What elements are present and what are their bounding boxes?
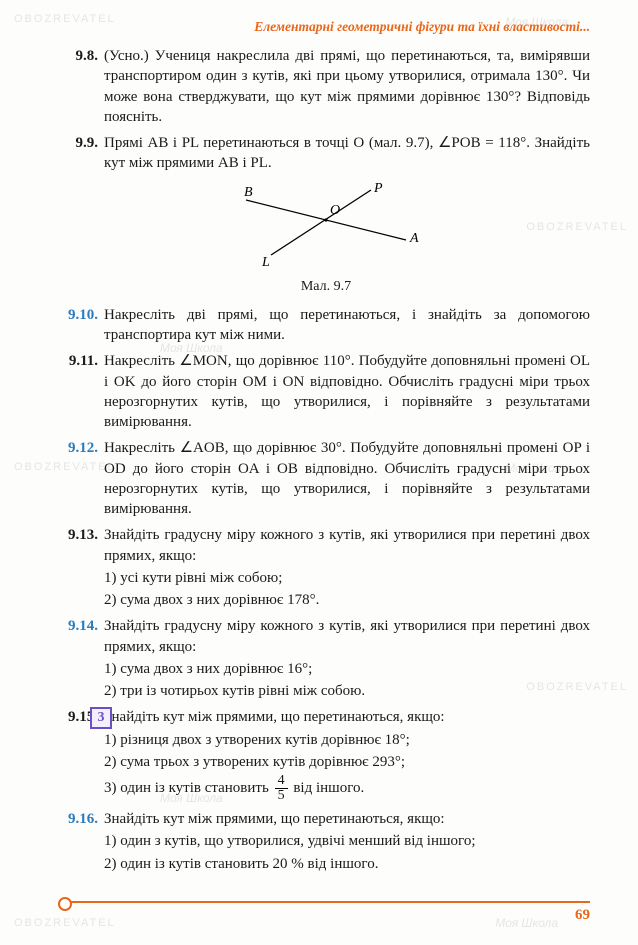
problem-9-9: 9.9. Прямі AB і PL перетинаються в точці… bbox=[62, 133, 590, 174]
problem-text: Накресліть дві прямі, що перетинаються, … bbox=[104, 305, 590, 346]
problem-9-10: 9.10. Накресліть дві прямі, що перетинаю… bbox=[62, 305, 590, 346]
problem-sub-2: 2) три із чотирьох кутів рівні між собою… bbox=[104, 681, 590, 701]
problem-sub-3: 3) один із кутів становить 45 від іншого… bbox=[104, 774, 590, 803]
problem-text: Накресліть ∠MON, що дорівнює 110°. Побуд… bbox=[104, 351, 590, 432]
problem-9-13: 9.13. Знайдіть градусну міру кожного з к… bbox=[62, 525, 590, 610]
problem-9-12: 9.12. Накресліть ∠AOB, що дорівнює 30°. … bbox=[62, 438, 590, 519]
watermark-brand: Моя Школа bbox=[495, 915, 558, 931]
problem-text: Знайдіть кут між прямими, що перетинають… bbox=[104, 707, 590, 727]
problem-9-15: 3 9.15. Знайдіть кут між прямими, що пер… bbox=[62, 707, 590, 803]
problem-text: Накресліть ∠AOB, що дорівнює 30°. Побуду… bbox=[104, 438, 590, 519]
page-number: 69 bbox=[575, 905, 590, 925]
figure-9-7: B P O A L Мал. 9.7 bbox=[62, 180, 590, 297]
problem-9-14: 9.14. Знайдіть градусну міру кожного з к… bbox=[62, 616, 590, 701]
figure-caption: Мал. 9.7 bbox=[62, 278, 590, 297]
problem-sub-1: 1) один з кутів, що утворилися, удвічі м… bbox=[104, 831, 590, 851]
problem-number: 9.11. bbox=[62, 351, 104, 432]
problem-number: 9.9. bbox=[62, 133, 104, 174]
problem-sub-1: 1) сума двох з них дорівнює 16°; bbox=[104, 659, 590, 679]
problem-sub-2: 2) один із кутів становить 20 % від іншо… bbox=[104, 854, 590, 874]
level-3-icon: 3 bbox=[90, 707, 112, 729]
problem-text: (Усно.) Учениця накреслила дві прямі, що… bbox=[104, 46, 590, 127]
problem-number: 9.8. bbox=[62, 46, 104, 127]
problem-number: 9.14. bbox=[62, 616, 104, 701]
fraction-4-5: 45 bbox=[275, 774, 288, 803]
problem-text: Знайдіть градусну міру кожного з кутів, … bbox=[104, 616, 590, 657]
label-O: O bbox=[330, 203, 340, 218]
problem-9-11: 9.11. Накресліть ∠MON, що дорівнює 110°.… bbox=[62, 351, 590, 432]
problem-sub-2: 2) сума двох з них дорівнює 178°. bbox=[104, 590, 590, 610]
footer-rule bbox=[62, 901, 590, 903]
label-P: P bbox=[373, 181, 383, 196]
problem-number: 9.10. bbox=[62, 305, 104, 346]
diagram-svg: B P O A L bbox=[226, 180, 426, 270]
label-L: L bbox=[261, 255, 270, 270]
problem-9-8: 9.8. (Усно.) Учениця накреслила дві прям… bbox=[62, 46, 590, 127]
watermark-logo: OBOZREVATEL bbox=[14, 916, 116, 931]
problem-text: Знайдіть кут між прямими, що перетинають… bbox=[104, 809, 590, 829]
problem-sub-2: 2) сума трьох з утворених кутів дорівнює… bbox=[104, 752, 590, 772]
section-title: Елементарні геометричні фігури та їхні в… bbox=[62, 18, 590, 36]
label-A: A bbox=[409, 231, 419, 246]
problem-text: Прямі AB і PL перетинаються в точці O (м… bbox=[104, 133, 590, 174]
problem-number: 9.13. bbox=[62, 525, 104, 610]
problem-9-16: 9.16. Знайдіть кут між прямими, що перет… bbox=[62, 809, 590, 874]
problem-sub-1: 1) усі кути рівні між собою; bbox=[104, 568, 590, 588]
problem-number: 9.16. bbox=[62, 809, 104, 874]
problem-number: 9.12. bbox=[62, 438, 104, 519]
problem-text: Знайдіть градусну міру кожного з кутів, … bbox=[104, 525, 590, 566]
problem-sub-1: 1) різниця двох з утворених кутів дорівн… bbox=[104, 730, 590, 750]
label-B: B bbox=[244, 185, 253, 200]
